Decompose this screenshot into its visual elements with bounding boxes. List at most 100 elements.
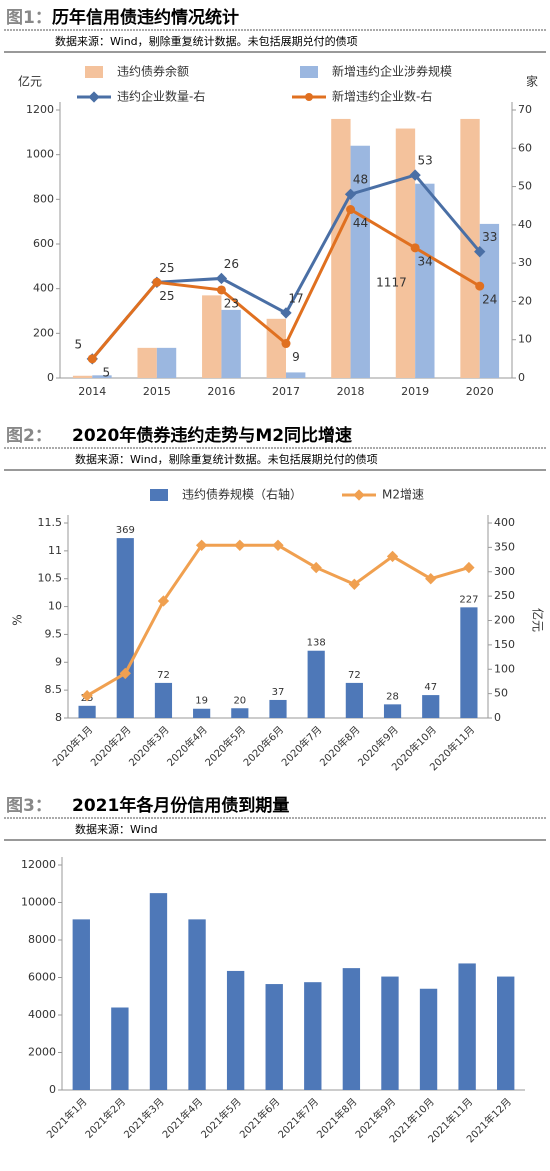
source-note: 数据来源：Wind [75, 822, 158, 836]
bar [460, 118, 480, 378]
marker [474, 246, 486, 258]
y-tick-label: 11.5 [38, 516, 63, 529]
bar [479, 223, 500, 378]
y2-tick-label: 40 [518, 218, 532, 231]
bar [331, 118, 351, 378]
legend-label: 违约债券规模（右轴） [182, 487, 302, 502]
data-label: 9 [292, 350, 300, 364]
bar [460, 607, 478, 718]
bar [304, 982, 322, 1090]
marker [87, 354, 97, 364]
y-tick-label: 400 [33, 282, 54, 295]
data-label: 20 [233, 695, 246, 706]
bar [497, 976, 515, 1090]
legend-label: M2增速 [382, 488, 424, 502]
x-tick-label: 2019 [401, 385, 429, 398]
data-label: 17 [288, 291, 303, 305]
bar [111, 1007, 129, 1090]
marker [463, 561, 475, 574]
marker [344, 188, 357, 200]
data-label: 227 [459, 594, 478, 605]
bar [265, 984, 283, 1090]
bar [78, 705, 96, 718]
marker [280, 307, 292, 319]
y-tick-label: 8.5 [45, 683, 63, 696]
chart-title: 2020年债券违约走势与M2同比增速 [72, 425, 352, 446]
data-label: 28 [386, 691, 399, 702]
y-tick-label: 9 [55, 655, 62, 668]
x-tick-label: 2020年8月 [317, 723, 363, 769]
bar [154, 682, 173, 718]
marker [346, 205, 356, 215]
bar [188, 919, 206, 1090]
bar [307, 650, 325, 718]
y-tick-label: 0 [47, 371, 54, 384]
data-label: 26 [224, 257, 239, 271]
chart-title: 2021年各月份信用债到期量 [72, 795, 289, 816]
legend-label: 违约企业数量-右 [117, 89, 205, 104]
y-tick-label: 6000 [28, 971, 56, 984]
y-tick-label: 2000 [28, 1046, 56, 1059]
data-label: 5 [74, 337, 82, 351]
y-tick-label: 10.5 [38, 572, 63, 585]
y2-tick-label: 70 [518, 103, 532, 116]
y-tick-label: 8000 [28, 933, 56, 946]
bar [345, 682, 363, 718]
x-tick-label: 2020年1月 [50, 723, 96, 769]
marker [281, 339, 291, 349]
figure-label: 图2： [6, 426, 52, 446]
x-tick-label: 2015 [143, 385, 171, 398]
y-tick-label: 200 [33, 326, 54, 339]
data-label: 33 [482, 230, 497, 244]
x-tick-label: 2021年3月 [121, 1095, 167, 1141]
legend-swatch [300, 66, 318, 78]
data-label: 369 [116, 525, 135, 536]
y2-tick-label: 300 [494, 565, 515, 578]
y-tick-label: 8 [55, 711, 62, 724]
bar [419, 988, 438, 1090]
bar [221, 309, 241, 378]
marker [195, 539, 208, 551]
data-label: 47 [424, 682, 437, 693]
marker [410, 243, 420, 253]
y-axis-label: 亿元 [18, 74, 42, 89]
marker [152, 277, 162, 287]
y-tick-label: 11 [48, 544, 62, 557]
bar [383, 704, 402, 718]
bar [350, 145, 370, 378]
legend-label: 新增违约企业涉券规模 [332, 64, 452, 79]
y2-tick-label: 50 [494, 687, 508, 700]
x-tick-label: 2020年5月 [202, 723, 248, 769]
x-tick-label: 2020年4月 [164, 723, 210, 769]
bar [342, 968, 361, 1090]
x-tick-label: 2021年2月 [82, 1095, 128, 1141]
y2-tick-label: 200 [494, 614, 515, 627]
y2-tick-label: 20 [518, 294, 532, 307]
x-tick-label: 2021年5月 [198, 1095, 244, 1141]
bar [226, 970, 245, 1090]
x-tick-label: 2020 [466, 385, 494, 398]
y2-tick-label: 250 [494, 589, 515, 602]
legend-swatch [150, 489, 168, 501]
legend-label: 新增违约企业数-右 [332, 89, 432, 104]
data-label: 1117 [376, 276, 407, 290]
y-tick-label: 10000 [21, 896, 56, 909]
source-note: 数据来源：Wind，剔除重复统计数据。未包括展期兑付的债项 [75, 452, 378, 466]
marker [157, 595, 170, 607]
data-label: 44 [353, 216, 368, 230]
y-tick-label: 800 [33, 192, 54, 205]
y2-tick-label: 100 [494, 662, 515, 675]
data-label: 25 [159, 289, 174, 303]
y2-tick-label: 50 [518, 180, 532, 193]
marker [425, 573, 437, 585]
line [86, 543, 470, 698]
data-label: 24 [482, 293, 497, 307]
x-tick-label: 2017 [272, 385, 300, 398]
bar [72, 375, 93, 378]
x-tick-label: 2021年8月 [314, 1095, 360, 1141]
y2-tick-label: 30 [518, 256, 532, 269]
x-tick-label: 2018 [337, 385, 365, 398]
legend-label: 违约债券余额 [117, 64, 189, 79]
y-tick-label: 600 [33, 237, 54, 250]
